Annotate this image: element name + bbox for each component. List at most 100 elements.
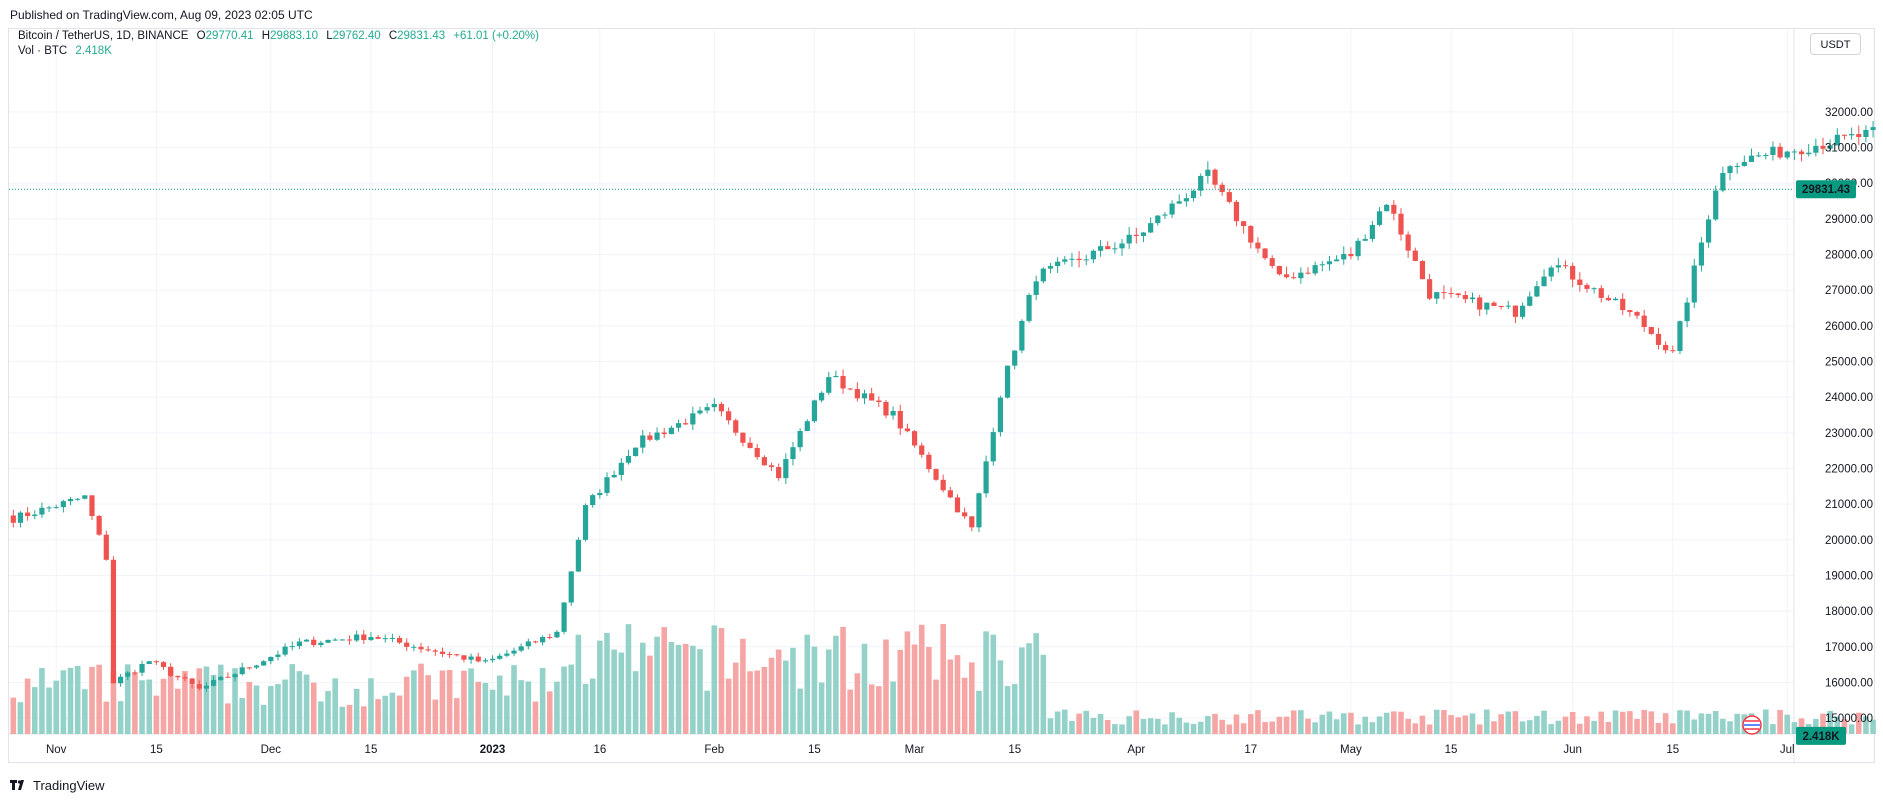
volume-bar <box>268 686 274 734</box>
volume-bar <box>761 666 768 734</box>
volume-bar <box>697 649 703 734</box>
candle-body <box>311 639 317 646</box>
volume-bar <box>1090 717 1097 734</box>
volume-bar <box>1011 684 1018 734</box>
candle-body <box>1212 169 1218 185</box>
candle-body <box>1276 265 1282 275</box>
volume-bar <box>60 670 67 734</box>
candle-body <box>675 423 682 428</box>
candle-body <box>189 678 195 685</box>
candle-body <box>482 660 488 662</box>
tradingview-logo-icon <box>10 778 28 793</box>
volume-bar <box>1705 713 1712 734</box>
candle-body <box>740 432 746 443</box>
volume-bar <box>1383 712 1390 734</box>
volume-bar <box>1033 633 1039 734</box>
volume-bar <box>96 664 102 734</box>
candle-body <box>640 435 646 448</box>
price-tick-label: 22000.00 <box>1825 463 1873 475</box>
volume-bar <box>39 667 45 734</box>
candle-body <box>468 656 474 660</box>
candle-body <box>1705 219 1712 243</box>
candle-body <box>404 642 410 647</box>
open-label: O <box>196 30 206 42</box>
candle-body <box>1019 320 1025 351</box>
chart-frame[interactable]: 15000.00 16000.00 17000.00 18000.00 19000.00… <box>8 28 1876 764</box>
candle-body <box>654 432 660 440</box>
candle-body <box>1527 296 1533 306</box>
volume-bar <box>1827 710 1833 734</box>
volume-bar <box>1519 721 1526 734</box>
candle-body <box>1133 234 1139 237</box>
low-label: L <box>326 30 333 42</box>
volume-bar <box>561 666 567 734</box>
candle-body <box>904 428 911 432</box>
volume-bar <box>139 680 145 734</box>
candle-body <box>39 507 45 515</box>
candle-body <box>711 403 717 408</box>
volume-bar <box>289 664 296 734</box>
footer-brand[interactable]: TradingView <box>10 778 105 793</box>
price-tick-label: 16000.00 <box>1825 677 1873 689</box>
candle-body <box>1004 365 1011 398</box>
candle-body <box>196 684 202 689</box>
volume-bar <box>210 674 217 734</box>
candle-body <box>1155 215 1161 224</box>
price-tick-label: 21000.00 <box>1825 499 1873 511</box>
volume-legend[interactable]: Vol · BTC 2.418K <box>18 45 117 57</box>
candle-body <box>125 672 131 677</box>
volume-bar <box>1026 643 1032 734</box>
volume-bar <box>1612 710 1619 734</box>
time-tick-label: 15 <box>1008 744 1021 756</box>
volume-label[interactable]: Vol · BTC <box>18 45 68 57</box>
candle-body <box>368 637 374 641</box>
currency-button[interactable]: USDT <box>1810 33 1861 55</box>
candle-body <box>1763 154 1769 156</box>
volume-bar <box>1069 720 1075 734</box>
volume-bar <box>67 667 74 734</box>
volume-bar <box>1720 718 1726 734</box>
close-value: 29831.43 <box>397 30 446 42</box>
candle-body <box>582 505 589 540</box>
candle-body <box>1856 134 1862 138</box>
volume-bar <box>275 684 281 734</box>
volume-bar <box>868 684 875 734</box>
time-tick-label: Apr <box>1127 744 1145 756</box>
candle-body <box>940 479 946 491</box>
volume-bar <box>618 652 625 734</box>
candle-body <box>869 393 875 401</box>
volume-bar <box>339 706 346 734</box>
volume-bar <box>926 647 932 734</box>
candle-body <box>911 431 918 446</box>
candle-body <box>261 661 267 666</box>
candle-body <box>1870 127 1876 130</box>
volume-bar <box>1627 711 1633 734</box>
symbol-legend[interactable]: Bitcoin / TetherUS, 1D, BINANCE O29770.4… <box>18 30 544 42</box>
candle-body <box>225 676 231 678</box>
candle-body <box>1355 240 1361 257</box>
candle-body <box>1090 250 1097 260</box>
candle-body <box>547 637 553 639</box>
volume-bar <box>783 660 789 734</box>
candle-body <box>668 427 674 435</box>
volume-bar <box>418 663 424 734</box>
candle-body <box>182 677 188 679</box>
price-chart[interactable]: 15000.00 16000.00 17000.00 18000.00 19000.00… <box>9 29 1876 764</box>
volume-bar <box>704 690 710 734</box>
candle-body <box>1305 272 1311 274</box>
candle-body <box>46 507 52 509</box>
candle-body <box>854 388 860 399</box>
volume-bar <box>675 644 682 734</box>
candle-body <box>876 400 882 402</box>
volume-bar <box>246 681 253 734</box>
candle-body <box>1183 198 1189 202</box>
candle-body <box>947 490 953 498</box>
volume-bar <box>1147 718 1154 734</box>
symbol-title[interactable]: Bitcoin / TetherUS, 1D, BINANCE <box>18 30 189 42</box>
close-label: C <box>388 30 398 42</box>
candle-body <box>990 432 996 462</box>
volume-bar <box>468 668 474 734</box>
candle-body <box>1469 297 1476 300</box>
candle-body <box>253 665 260 668</box>
volume-bar <box>1076 713 1082 734</box>
